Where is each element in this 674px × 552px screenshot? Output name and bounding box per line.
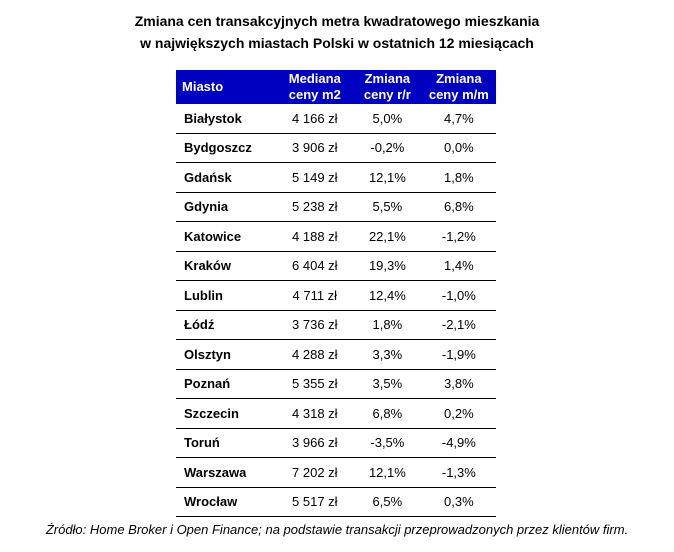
- cell-mom: 1,4%: [421, 251, 496, 281]
- cell-yoy: 6,8%: [353, 398, 422, 429]
- cell-mom: 1,8%: [421, 162, 496, 193]
- cell-median: 4 318 zł: [276, 398, 354, 429]
- cell-median: 4 188 zł: [276, 221, 354, 252]
- cell-city: Bydgoszcz: [176, 133, 277, 163]
- header-yoy-line-2: ceny r/r: [363, 87, 411, 102]
- table-row: Łódź 3 736 zł 1,8% -2,1%: [176, 310, 496, 340]
- cell-city: Gdynia: [176, 192, 277, 222]
- cell-median: 5 149 zł: [276, 162, 354, 193]
- cell-mom: 0,2%: [421, 398, 496, 429]
- header-mom-line-2: ceny m/m: [428, 87, 489, 102]
- cell-city: Warszawa: [176, 457, 277, 488]
- table-row: Katowice 4 188 zł 22,1% -1,2%: [176, 221, 496, 252]
- cell-yoy: 19,3%: [353, 251, 422, 281]
- header-median-line-2: ceny m2: [288, 87, 341, 102]
- cell-mom: 4,7%: [421, 104, 496, 134]
- cell-median: 4 288 zł: [276, 339, 354, 370]
- source-note: Źródło: Home Broker i Open Finance; na p…: [45, 522, 629, 537]
- cell-median: 3 966 zł: [276, 428, 354, 458]
- cell-median: 6 404 zł: [276, 251, 354, 281]
- cell-median: 3 736 zł: [276, 310, 354, 340]
- cell-yoy: 12,1%: [353, 457, 422, 488]
- table-row: Toruń 3 966 zł -3,5% -4,9%: [176, 428, 496, 458]
- table-row: Poznań 5 355 zł 3,5% 3,8%: [176, 369, 496, 399]
- table-row: Olsztyn 4 288 zł 3,3% -1,9%: [176, 339, 496, 370]
- cell-city: Toruń: [176, 428, 277, 458]
- cell-city: Katowice: [176, 221, 277, 252]
- cell-yoy: 12,4%: [353, 280, 422, 311]
- cell-mom: 6,8%: [421, 192, 496, 222]
- title-line-1: Zmiana cen transakcyjnych metra kwadrato…: [134, 13, 540, 29]
- header-mom: Zmiana ceny m/m: [421, 70, 496, 104]
- cell-city: Kraków: [176, 251, 277, 281]
- cell-mom: -4,9%: [421, 428, 496, 458]
- header-yoy: Zmiana ceny r/r: [353, 70, 422, 104]
- table-header-row: Miasto Mediana ceny m2 Zmiana ceny r/r Z…: [176, 70, 496, 104]
- cell-mom: -1,2%: [421, 221, 496, 252]
- cell-median: 3 906 zł: [276, 133, 354, 163]
- cell-mom: 3,8%: [421, 369, 496, 399]
- header-mom-line-1: Zmiana: [436, 71, 482, 86]
- cell-yoy: 3,3%: [353, 339, 422, 370]
- table-row: Gdańsk 5 149 zł 12,1% 1,8%: [176, 162, 496, 193]
- table-row: Szczecin 4 318 zł 6,8% 0,2%: [176, 398, 496, 429]
- cell-city: Lublin: [176, 280, 277, 311]
- page-title: Zmiana cen transakcyjnych metra kwadrato…: [0, 10, 674, 54]
- cell-median: 4 711 zł: [276, 280, 354, 311]
- cell-yoy: 6,5%: [353, 487, 422, 517]
- table-row: Wrocław 5 517 zł 6,5% 0,3%: [176, 487, 496, 517]
- cell-median: 5 517 zł: [276, 487, 354, 517]
- title-line-2: w największych miastach Polski w ostatni…: [140, 35, 534, 51]
- cell-yoy: 5,0%: [353, 104, 422, 134]
- cell-median: 5 238 zł: [276, 192, 354, 222]
- table-row: Kraków 6 404 zł 19,3% 1,4%: [176, 251, 496, 281]
- cell-median: 4 166 zł: [276, 104, 354, 134]
- cell-mom: 0,3%: [421, 487, 496, 517]
- cell-city: Olsztyn: [176, 339, 277, 370]
- cell-city: Łódź: [176, 310, 277, 340]
- cell-yoy: 3,5%: [353, 369, 422, 399]
- cell-mom: -1,9%: [421, 339, 496, 370]
- price-table: Miasto Mediana ceny m2 Zmiana ceny r/r Z…: [176, 70, 496, 517]
- cell-yoy: 12,1%: [353, 162, 422, 193]
- cell-city: Szczecin: [176, 398, 277, 429]
- cell-mom: -1,0%: [421, 280, 496, 311]
- cell-yoy: 1,8%: [353, 310, 422, 340]
- cell-mom: 0,0%: [421, 133, 496, 163]
- cell-city: Białystok: [176, 104, 277, 134]
- cell-median: 7 202 zł: [276, 457, 354, 488]
- cell-city: Poznań: [176, 369, 277, 399]
- cell-yoy: 5,5%: [353, 192, 422, 222]
- header-median-line-1: Mediana: [288, 71, 341, 86]
- header-median: Mediana ceny m2: [276, 70, 354, 104]
- cell-mom: -1,3%: [421, 457, 496, 488]
- cell-mom: -2,1%: [421, 310, 496, 340]
- cell-city: Gdańsk: [176, 162, 277, 193]
- cell-yoy: -0,2%: [353, 133, 422, 163]
- header-city: Miasto: [176, 70, 277, 104]
- table-row: Bydgoszcz 3 906 zł -0,2% 0,0%: [176, 133, 496, 163]
- header-yoy-line-1: Zmiana: [364, 71, 411, 86]
- table-row: Białystok 4 166 zł 5,0% 4,7%: [176, 104, 496, 134]
- table-row: Gdynia 5 238 zł 5,5% 6,8%: [176, 192, 496, 222]
- cell-city: Wrocław: [176, 487, 277, 517]
- table-row: Lublin 4 711 zł 12,4% -1,0%: [176, 280, 496, 311]
- cell-yoy: -3,5%: [353, 428, 422, 458]
- table-row: Warszawa 7 202 zł 12,1% -1,3%: [176, 457, 496, 488]
- cell-yoy: 22,1%: [353, 221, 422, 252]
- cell-median: 5 355 zł: [276, 369, 354, 399]
